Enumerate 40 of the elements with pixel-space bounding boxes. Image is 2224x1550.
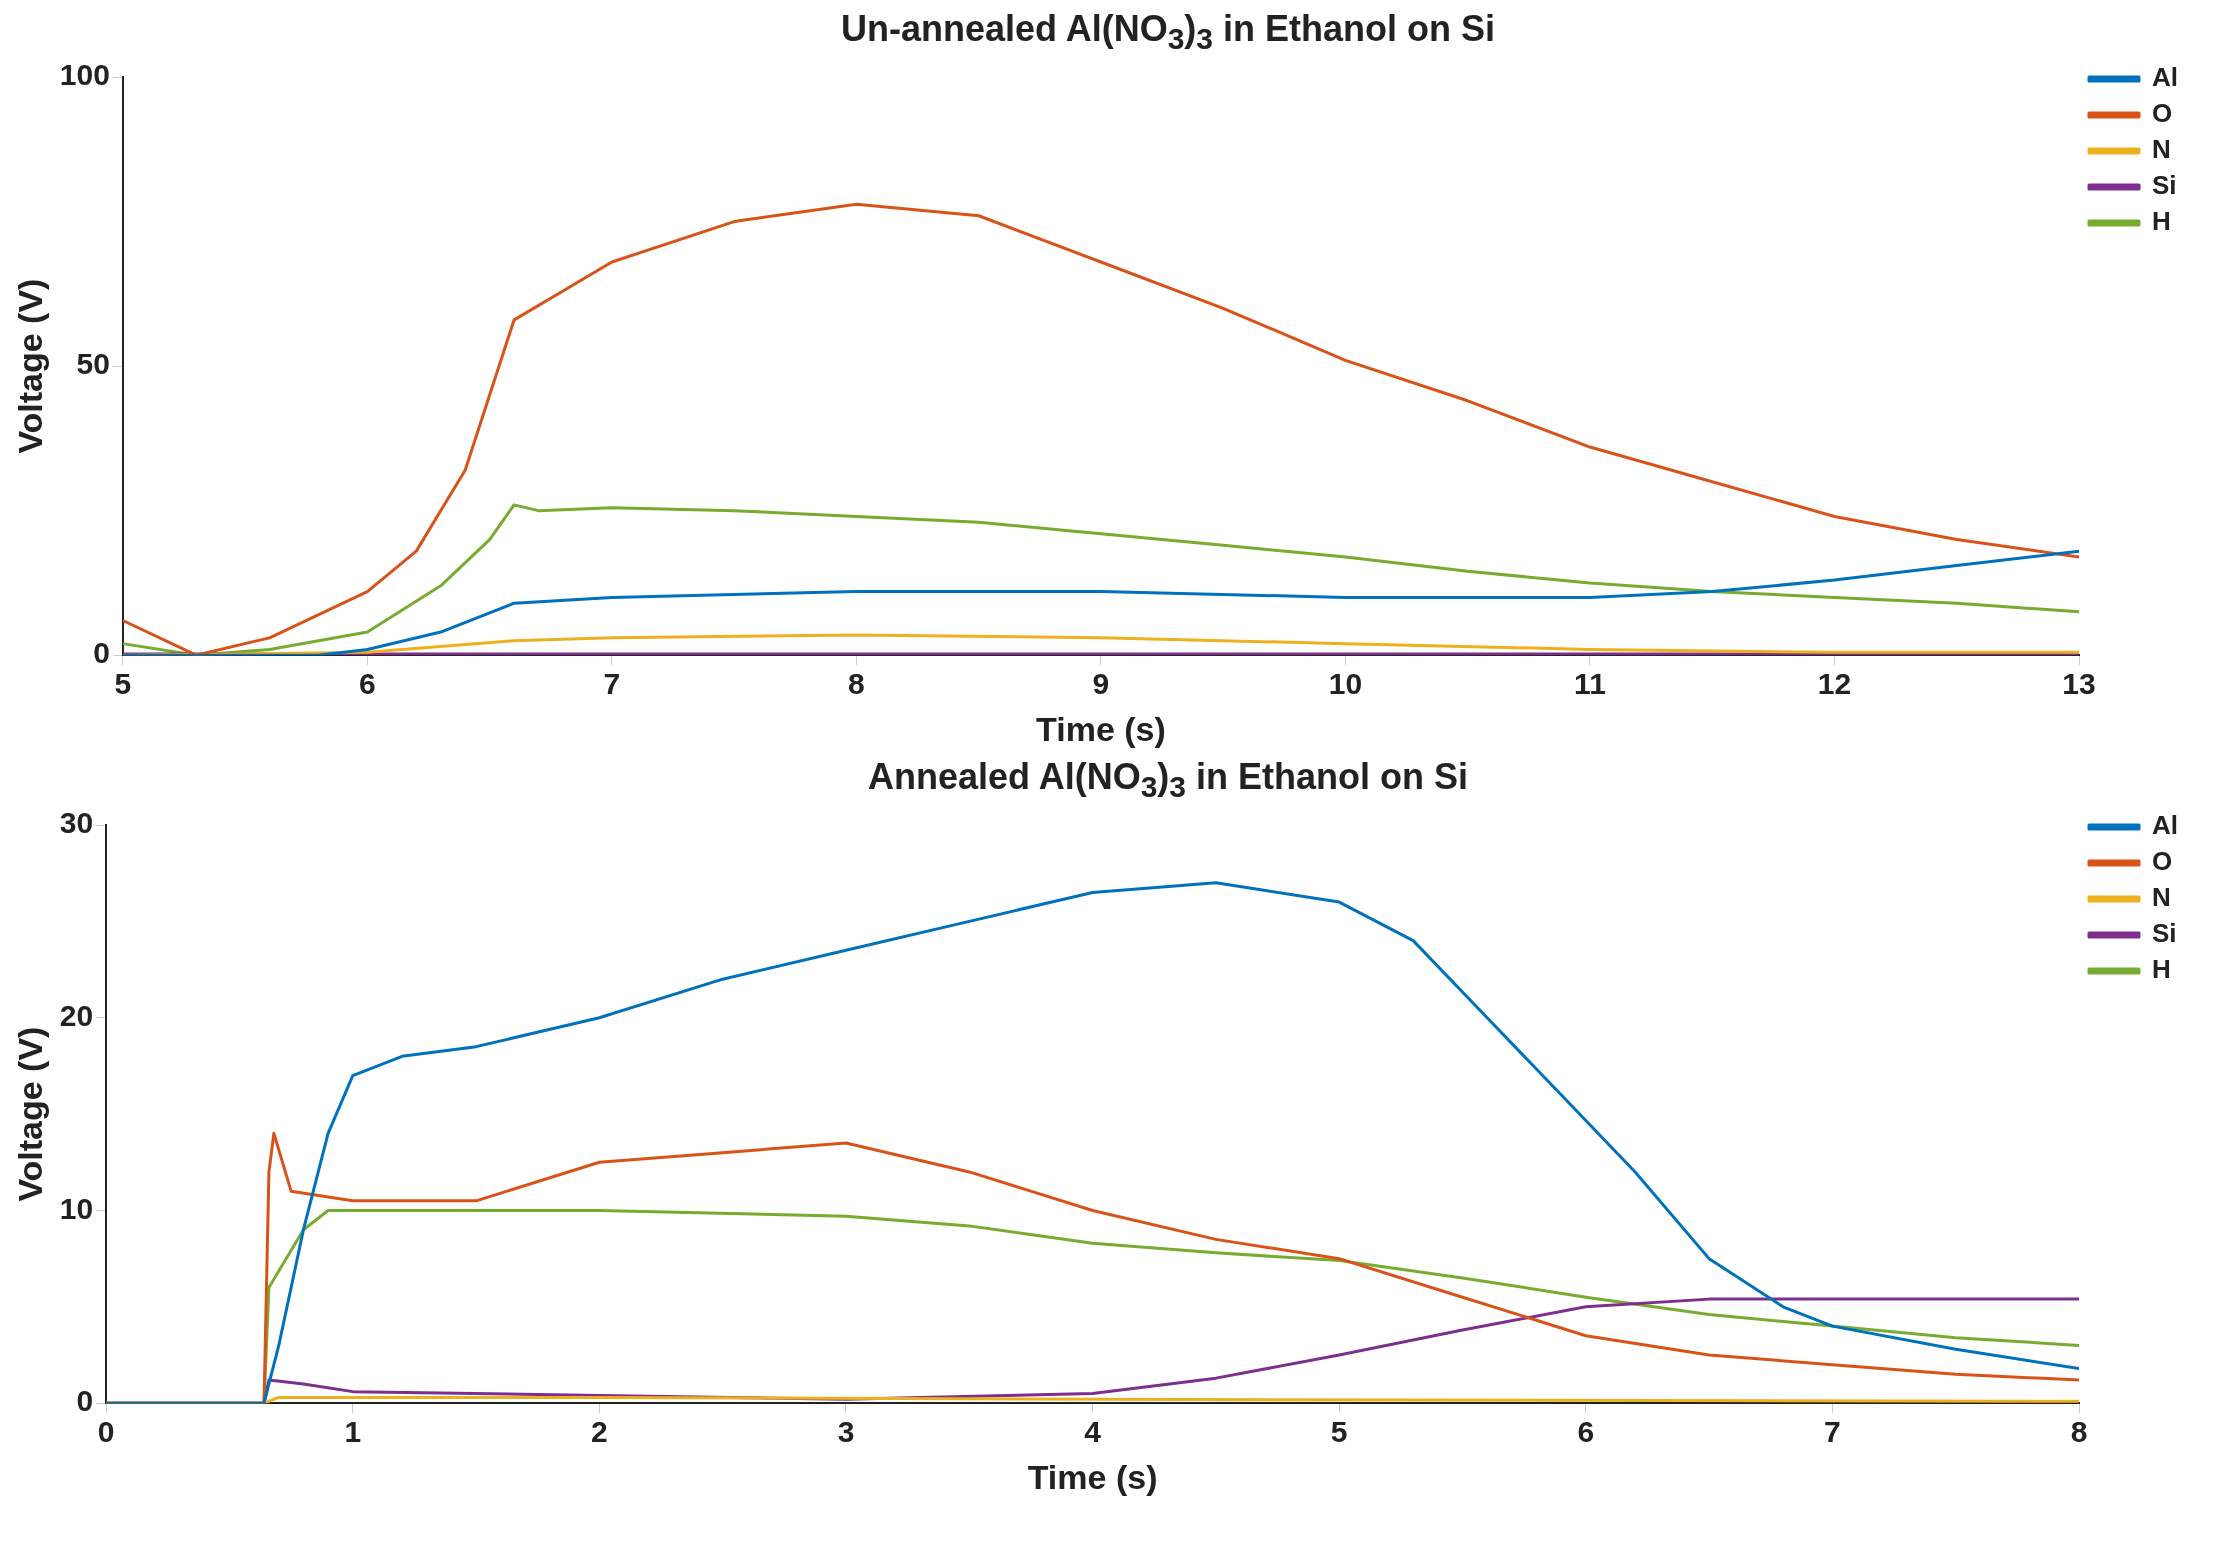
x-axis-title: Time (s) [1027,1458,1158,1497]
x-tick-label: 8 [2070,1415,2088,1449]
x-tick-label: 13 [2062,667,2096,701]
x-tick-label: 10 [1328,667,1363,701]
y-tick-label: 0 [76,1384,94,1418]
y-axis-title: Voltage (V) [10,1026,49,1202]
x-tick-label: 6 [1577,1415,1595,1449]
legend-label: Al [2152,810,2178,841]
legend-label: H [2152,206,2171,237]
x-tick-label: 12 [1817,667,1852,701]
legend-label: N [2152,134,2171,165]
x-axis-title: Time (s) [1036,710,1166,749]
legend-label: Si [2152,918,2177,949]
legend-label: O [2152,846,2173,877]
x-tick-label: 5 [1330,1415,1348,1449]
x-tick-label: 9 [1092,667,1110,701]
legend-label: O [2152,98,2173,129]
x-tick-label: 11 [1574,667,1606,701]
x-tick-label: 5 [114,667,132,701]
legend-label: Al [2152,62,2178,93]
y-tick-label: 100 [59,58,110,92]
chart-title: Un-annealed Al(NO$_{3}$)$_{3}$ in Ethanol on Si [839,8,1497,57]
y-tick-label: 0 [93,636,110,670]
x-tick-label: 7 [603,667,621,701]
x-tick-label: 4 [1084,1415,1102,1449]
legend-label: N [2152,882,2171,913]
legend-label: Si [2152,170,2177,201]
y-tick-label: 10 [59,1192,94,1226]
x-tick-label: 7 [1824,1415,1841,1449]
y-tick-label: 30 [59,806,94,840]
x-tick-label: 1 [344,1415,362,1449]
legend-label: H [2152,954,2171,985]
x-tick-label: 8 [848,667,865,701]
x-tick-label: 3 [837,1415,855,1449]
y-tick-label: 20 [59,999,94,1033]
x-tick-label: 2 [591,1415,608,1449]
y-tick-label: 50 [76,347,110,381]
y-axis-title: Voltage (V) [10,278,49,454]
x-tick-label: 6 [359,667,376,701]
chart-title: Annealed Al(NO$_{3}$)$_{3}$ in Ethanol on Si [866,756,1470,805]
